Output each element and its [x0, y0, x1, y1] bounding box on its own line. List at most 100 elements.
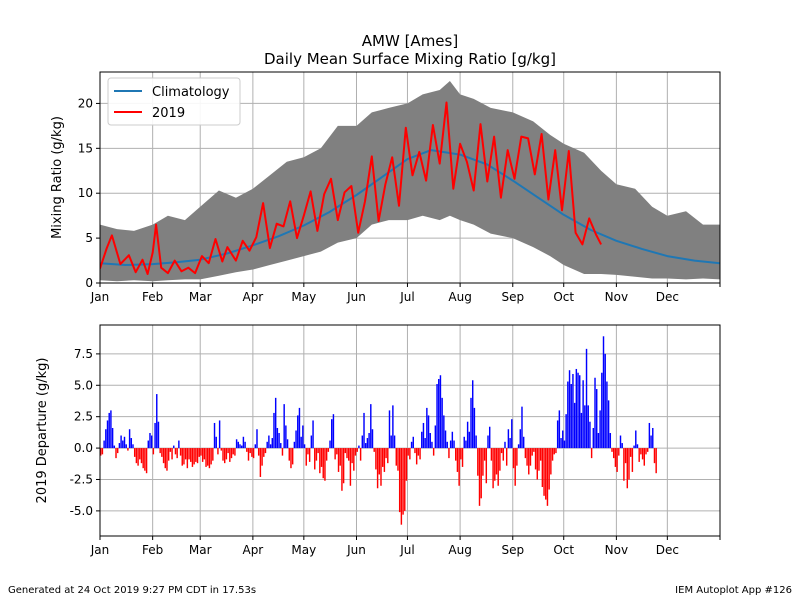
- departure-bar: [286, 439, 289, 449]
- y-axis-label: Mixing Ratio (g/kg): [50, 116, 65, 239]
- departure-bar: [453, 440, 455, 449]
- plot-frame: [99, 71, 721, 284]
- x-tick-label: Jun: [346, 543, 366, 557]
- bottom-plot-area: Jan Feb Mar Apr May Jun Jul Aug Sep Oct Nov Dec -5.0…: [35, 324, 721, 557]
- departure-bar: [150, 435, 153, 449]
- departure-bar: [147, 440, 149, 449]
- departure-bar: [130, 438, 133, 449]
- departure-bar: [521, 406, 523, 449]
- departure-bar: [364, 443, 367, 449]
- departure-bar: [298, 407, 301, 449]
- departure-bar: [339, 448, 341, 466]
- departure-bar: [244, 441, 246, 449]
- departure-bar: [145, 448, 148, 474]
- departure-bar: [310, 435, 313, 449]
- plot-inner: [100, 72, 720, 283]
- departure-bar: [458, 448, 460, 486]
- departure-bar: [320, 448, 323, 467]
- departure-bar: [259, 448, 262, 477]
- departure-bar: [594, 377, 596, 449]
- departure-bar: [477, 448, 479, 476]
- departure-bar: [105, 429, 107, 449]
- x-tick-label: Jan: [90, 543, 110, 557]
- departure-bar: [210, 448, 212, 465]
- x-tick-label: Dec: [656, 543, 679, 557]
- departure-bar: [650, 435, 652, 449]
- departure-bar: [441, 397, 443, 449]
- x-tick-label: Dec: [656, 290, 679, 304]
- departure-bar: [356, 448, 358, 452]
- departure-bar: [213, 422, 216, 449]
- departure-bar: [152, 448, 155, 455]
- departure-bar: [128, 429, 131, 449]
- departure-bar: [512, 448, 515, 469]
- departure-bar: [652, 427, 654, 449]
- departure-bar: [120, 435, 122, 449]
- departure-bar: [421, 431, 423, 449]
- departure-bar: [332, 414, 335, 449]
- departure-bar: [438, 379, 440, 449]
- departure-bar: [538, 448, 540, 471]
- departure-bar: [562, 430, 564, 449]
- x-tick-label: Nov: [605, 543, 628, 557]
- x-tick-label: Aug: [448, 290, 471, 304]
- departure-bar: [290, 448, 292, 469]
- departure-bar: [115, 448, 117, 459]
- departure-bar: [220, 448, 223, 451]
- departure-bar: [572, 373, 574, 449]
- plot-inner: [100, 325, 720, 536]
- departure-bar: [156, 394, 158, 449]
- departure-bar: [579, 375, 581, 449]
- x-tick-label: May: [291, 543, 316, 557]
- y-tick-label: -5.0: [70, 504, 93, 518]
- departure-bar: [300, 436, 302, 449]
- departure-bar: [587, 405, 589, 449]
- x-tick-label: Mar: [189, 290, 212, 304]
- departure-bar: [448, 448, 450, 459]
- x-tick-label: Oct: [553, 290, 574, 304]
- x-tick-label: Oct: [553, 543, 574, 557]
- departure-bar: [439, 375, 442, 449]
- departure-bar: [485, 448, 488, 484]
- departure-bar: [164, 448, 166, 469]
- departure-bar: [190, 448, 192, 462]
- departure-bar: [536, 448, 538, 480]
- departure-bar: [432, 448, 435, 456]
- departure-bar: [249, 448, 251, 454]
- departure-bar: [568, 370, 571, 449]
- departure-bar: [618, 448, 620, 456]
- departure-bar: [480, 448, 482, 499]
- x-tick-label: May: [291, 290, 316, 304]
- departure-bar: [607, 400, 610, 449]
- departure-bar: [626, 448, 629, 489]
- departure-bar: [196, 448, 199, 464]
- departure-bar: [604, 353, 606, 449]
- departure-bar: [383, 448, 386, 472]
- departure-bar: [543, 448, 545, 496]
- departure-bar: [585, 348, 588, 449]
- departure-bar: [188, 448, 190, 460]
- departure-bar: [271, 438, 273, 449]
- departure-bar: [222, 448, 224, 461]
- x-tick-label: Jul: [399, 290, 414, 304]
- departure-bar: [473, 407, 476, 449]
- departure-bar: [624, 448, 627, 464]
- departure-bar: [106, 420, 109, 449]
- departure-bar: [490, 448, 493, 461]
- departure-bar: [395, 448, 397, 466]
- departure-bar: [281, 448, 284, 456]
- departure-bar: [635, 430, 637, 449]
- departure-bar: [388, 410, 391, 449]
- departure-bar: [266, 441, 268, 449]
- departure-bar: [638, 448, 640, 462]
- departure-bar: [295, 430, 297, 449]
- departure-bar: [643, 448, 645, 466]
- departure-bar: [111, 427, 114, 449]
- departure-bar: [655, 448, 657, 474]
- departure-bar: [149, 433, 151, 449]
- departure-bar: [232, 448, 234, 455]
- departure-bar: [224, 448, 226, 464]
- departure-bar: [640, 448, 642, 455]
- departure-bar: [291, 448, 294, 465]
- x-tick-label: Apr: [242, 543, 263, 557]
